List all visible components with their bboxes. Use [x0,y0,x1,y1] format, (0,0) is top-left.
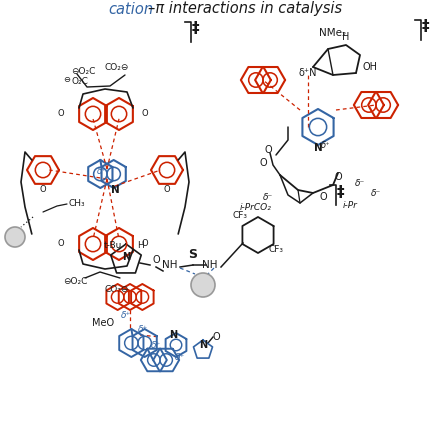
Text: O: O [259,158,267,168]
Text: ‡: ‡ [191,22,199,37]
Text: O: O [164,185,170,194]
Text: O: O [212,332,220,342]
Text: δ⁺: δ⁺ [138,326,148,335]
Text: CF₃: CF₃ [269,246,283,255]
Text: δ⁻: δ⁻ [263,193,273,202]
Text: H: H [137,240,143,249]
Text: O: O [142,240,148,249]
Text: N: N [314,143,322,153]
Text: CO₂⊖: CO₂⊖ [105,62,129,71]
Text: ⊖O₂C: ⊖O₂C [63,277,87,286]
Text: NMe₂: NMe₂ [319,28,346,38]
Text: CO₂⊖: CO₂⊖ [105,286,129,295]
Text: δ⁻: δ⁻ [355,178,365,187]
Text: O: O [319,192,327,202]
Text: ‡: ‡ [421,19,429,34]
Circle shape [191,273,215,297]
Text: δ⁺: δ⁺ [151,341,161,350]
Text: OH: OH [362,62,378,72]
Text: O: O [142,110,148,119]
Text: MeO: MeO [92,318,114,328]
Text: δ⁺: δ⁺ [97,166,107,175]
Text: O: O [58,110,64,119]
Text: I: I [13,232,17,242]
Text: O: O [264,145,272,155]
Text: N: N [111,185,119,195]
Text: Cl⁻: Cl⁻ [195,280,211,290]
Text: δ⁺: δ⁺ [175,353,185,362]
Text: NH: NH [162,260,178,270]
Text: CF₃: CF₃ [232,211,248,219]
Text: O: O [334,172,342,182]
Text: δ⁺N: δ⁺N [299,68,317,78]
Text: cation: cation [108,1,153,16]
Text: ‡: ‡ [336,184,344,200]
Text: NH: NH [202,260,218,270]
Text: δ⁺: δ⁺ [121,310,131,319]
Text: i-PrCO₂: i-PrCO₂ [240,203,272,212]
Text: t-Bu: t-Bu [104,240,122,249]
Text: O₂C: O₂C [72,77,89,86]
Text: i-Pr: i-Pr [343,200,357,209]
Text: ⊖: ⊖ [64,74,70,83]
Text: O: O [40,185,46,194]
Text: O: O [152,255,160,265]
Circle shape [5,227,25,247]
Text: S: S [188,249,197,261]
Text: δ⁻: δ⁻ [371,188,381,197]
Text: –π interactions in catalysis: –π interactions in catalysis [148,1,342,16]
Text: δ⁺: δ⁺ [321,141,331,150]
Text: H: H [342,32,349,42]
Text: N: N [169,330,177,340]
Text: O: O [58,240,64,249]
Text: CH₃: CH₃ [69,200,85,209]
Text: ⊖O₂C: ⊖O₂C [71,68,95,77]
Text: N: N [122,252,130,262]
Text: N: N [199,340,207,350]
